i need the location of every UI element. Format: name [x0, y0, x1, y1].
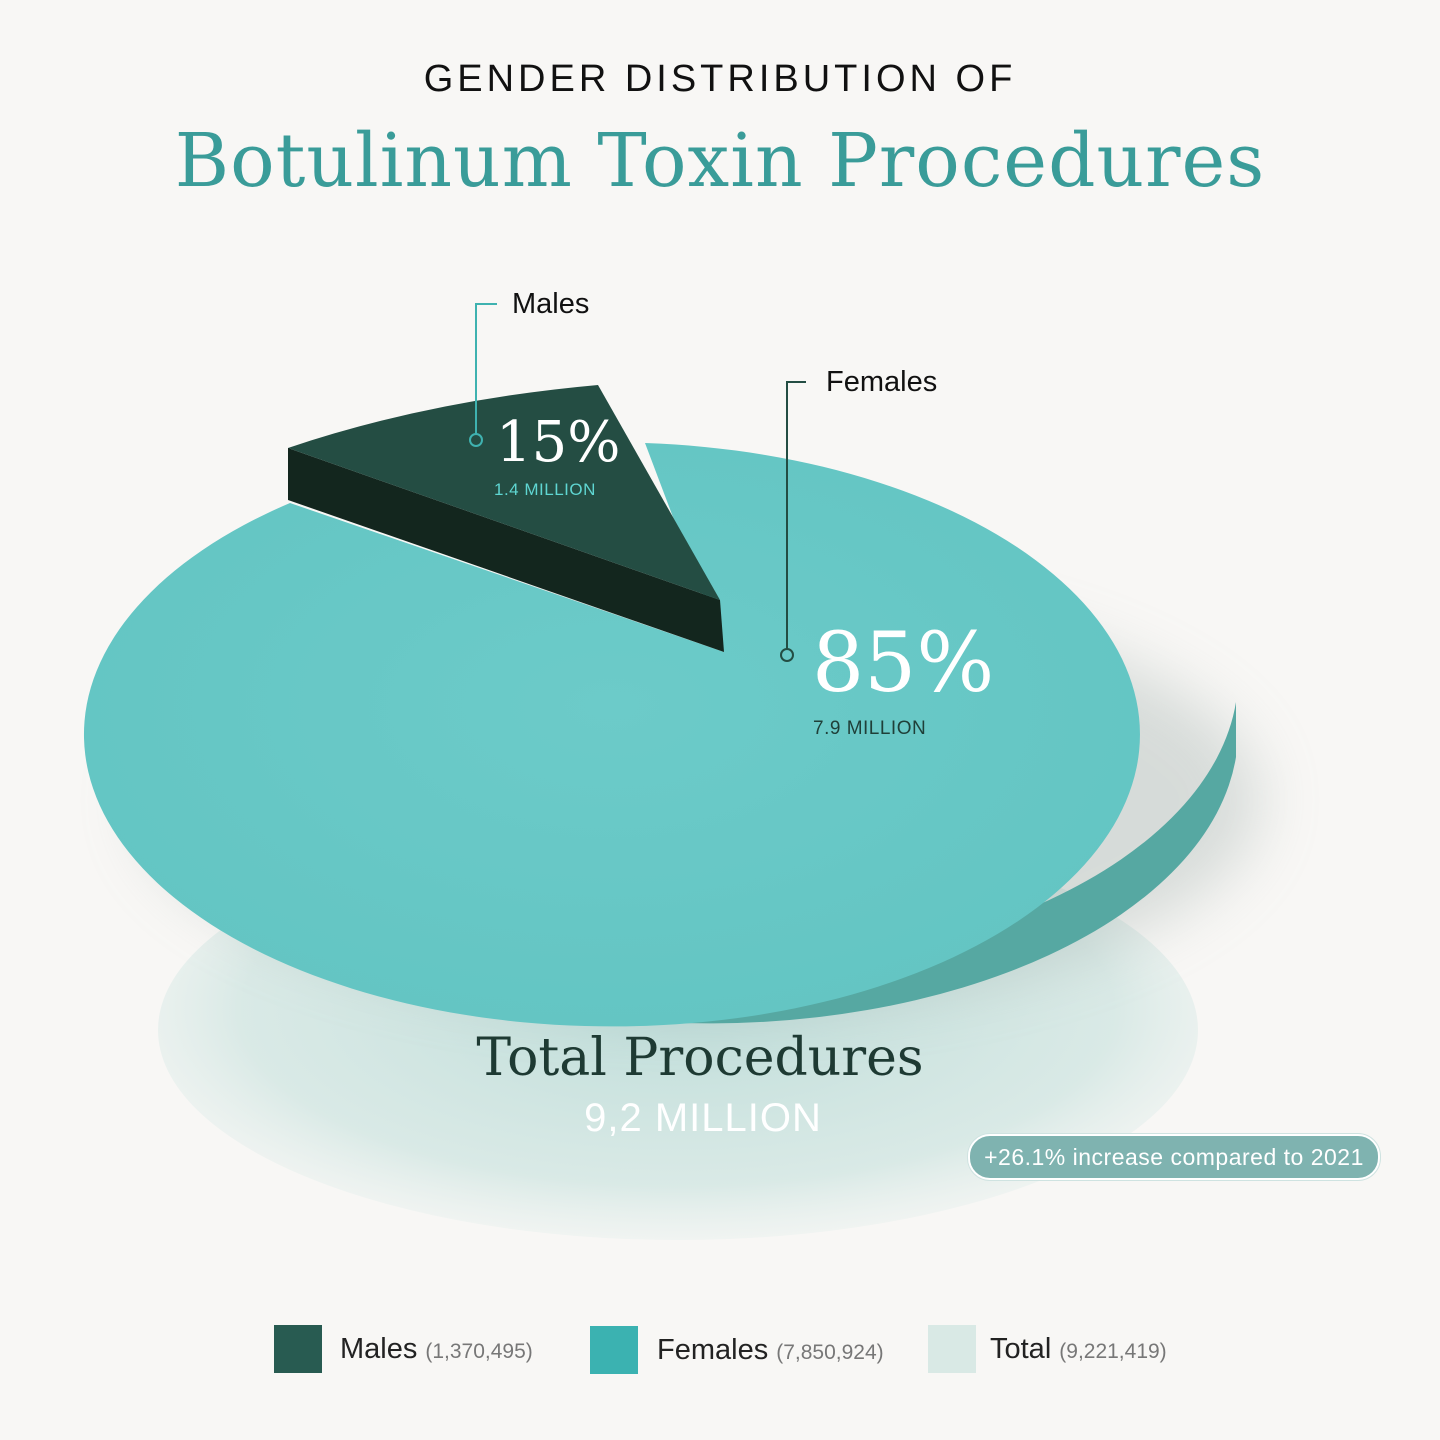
increase-badge: +26.1% increase compared to 2021: [968, 1134, 1380, 1180]
pie-slice-females: [83, 443, 1140, 1027]
females-callout-label: Females: [826, 366, 938, 398]
total-value: 9,2 MILLION: [584, 1096, 822, 1140]
pie-slice-males-side: [288, 448, 724, 652]
legend-label-total: Total: [990, 1333, 1052, 1365]
total-title: Total Procedures: [476, 1028, 924, 1088]
legend-item-males: Males (1,370,495): [340, 1325, 533, 1376]
males-callout-label: Males: [512, 288, 590, 320]
pie-slice-males: [288, 385, 720, 600]
chart-title: Botulinum Toxin Procedures: [174, 118, 1266, 204]
legend-count-males: (1,370,495): [425, 1340, 533, 1363]
males-leader-dot: [469, 433, 483, 447]
females-leader-line: [786, 381, 806, 649]
females-value-label: 7.9 MILLION: [813, 718, 927, 739]
legend-label-females: Females: [657, 1334, 769, 1366]
males-leader-line: [475, 303, 497, 434]
legend-swatch-females: [590, 1326, 638, 1374]
legend-label-males: Males: [340, 1333, 418, 1365]
legend-count-females: (7,850,924): [776, 1341, 884, 1364]
legend-item-total: Total (9,221,419): [990, 1325, 1167, 1376]
females-percent-label: 85%: [812, 616, 995, 711]
legend-item-females: Females (7,850,924): [657, 1326, 884, 1377]
legend-swatch-males: [274, 1325, 322, 1373]
chart-kicker: GENDER DISTRIBUTION OF: [423, 58, 1017, 100]
females-leader-dot: [780, 648, 794, 662]
legend-swatch-total: [928, 1325, 976, 1373]
legend-count-total: (9,221,419): [1059, 1340, 1167, 1363]
males-value-label: 1.4 MILLION: [494, 480, 596, 499]
males-percent-label: 15%: [496, 410, 621, 475]
